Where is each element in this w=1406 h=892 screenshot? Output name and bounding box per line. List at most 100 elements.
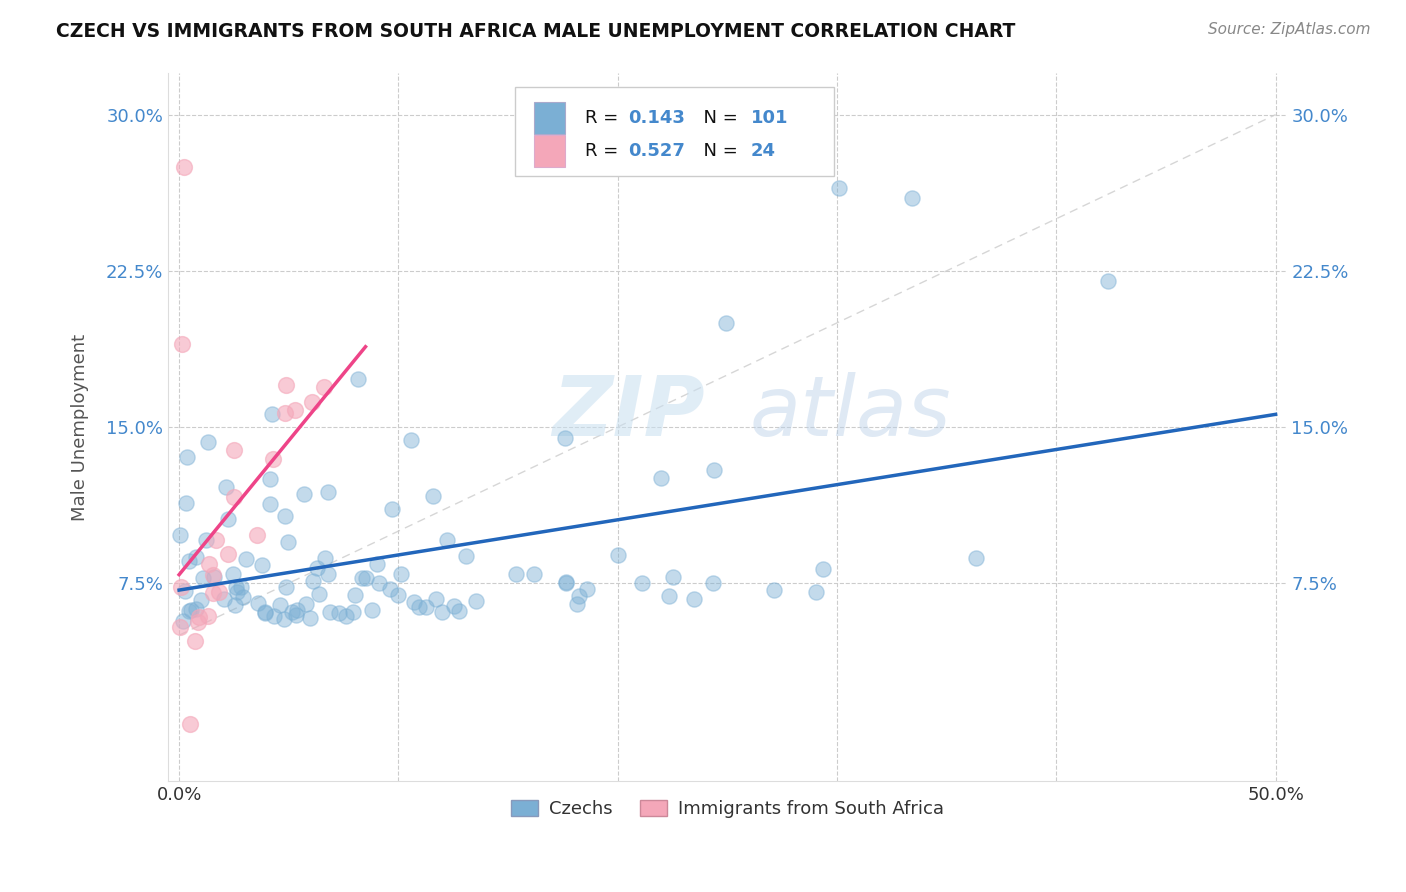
Text: 0.527: 0.527 <box>628 142 685 160</box>
Point <box>827 180 849 194</box>
Point <box>389 567 412 582</box>
Point <box>205 533 228 547</box>
Point <box>201 586 224 600</box>
Point <box>430 605 453 619</box>
Point <box>260 407 283 421</box>
Point <box>224 491 246 505</box>
Point <box>176 450 198 464</box>
Point <box>231 580 253 594</box>
Point <box>554 574 576 589</box>
Point <box>658 589 681 603</box>
Point <box>253 606 276 620</box>
Point <box>811 562 834 576</box>
Point <box>259 473 281 487</box>
Point <box>661 569 683 583</box>
Point <box>965 550 987 565</box>
Point <box>523 567 546 582</box>
Point <box>387 588 409 602</box>
Text: Source: ZipAtlas.com: Source: ZipAtlas.com <box>1208 22 1371 37</box>
Text: N =: N = <box>692 142 744 160</box>
Point <box>217 547 239 561</box>
Point <box>226 585 249 599</box>
Point <box>346 371 368 385</box>
Point <box>190 593 212 607</box>
Point <box>202 570 225 584</box>
Point <box>170 336 193 351</box>
Point <box>702 575 724 590</box>
Text: 101: 101 <box>751 109 789 127</box>
Point <box>308 587 330 601</box>
Point <box>305 561 328 575</box>
Point <box>285 603 308 617</box>
Point <box>232 590 254 604</box>
Text: 0.143: 0.143 <box>628 109 685 127</box>
Point <box>191 571 214 585</box>
Point <box>259 497 281 511</box>
Point <box>354 570 377 584</box>
Point <box>714 316 737 330</box>
Point <box>298 611 321 625</box>
Point <box>456 549 478 563</box>
Point <box>215 480 238 494</box>
Text: 24: 24 <box>751 142 776 160</box>
Point <box>335 608 357 623</box>
Point <box>404 595 426 609</box>
Point <box>222 443 245 458</box>
Point <box>443 599 465 613</box>
Point <box>194 533 217 547</box>
Point <box>350 571 373 585</box>
Point <box>263 609 285 624</box>
Point <box>184 633 207 648</box>
Point <box>197 608 219 623</box>
Point <box>222 567 245 582</box>
Point <box>262 452 284 467</box>
Point <box>292 487 315 501</box>
Point <box>901 191 924 205</box>
Point <box>235 552 257 566</box>
Point <box>703 463 725 477</box>
FancyBboxPatch shape <box>534 135 565 167</box>
Point <box>225 580 247 594</box>
Point <box>273 612 295 626</box>
Point <box>201 568 224 582</box>
Point <box>276 378 298 392</box>
Point <box>464 594 486 608</box>
Point <box>361 602 384 616</box>
Point <box>224 599 246 613</box>
Point <box>284 607 307 622</box>
Point <box>366 557 388 571</box>
Point <box>179 716 201 731</box>
Point <box>316 484 339 499</box>
FancyBboxPatch shape <box>534 102 565 134</box>
Point <box>269 598 291 612</box>
Point <box>415 599 437 614</box>
Point <box>399 433 422 447</box>
Point <box>186 549 208 564</box>
Point <box>381 502 404 516</box>
Point <box>316 566 339 581</box>
Point <box>301 395 323 409</box>
Point <box>328 606 350 620</box>
Point <box>274 406 297 420</box>
Point <box>319 605 342 619</box>
Point <box>368 575 391 590</box>
Point <box>169 528 191 542</box>
Text: atlas: atlas <box>749 372 952 453</box>
Y-axis label: Male Unemployment: Male Unemployment <box>72 334 89 521</box>
Point <box>505 567 527 582</box>
Point <box>630 575 652 590</box>
Point <box>217 512 239 526</box>
Point <box>343 588 366 602</box>
Point <box>174 496 197 510</box>
Text: R =: R = <box>585 142 624 160</box>
Point <box>277 535 299 549</box>
Point <box>606 549 628 563</box>
Point <box>180 603 202 617</box>
Point <box>187 610 209 624</box>
Point <box>422 489 444 503</box>
Point <box>173 583 195 598</box>
Point <box>169 620 191 634</box>
Point <box>212 591 235 606</box>
Point <box>682 591 704 606</box>
Point <box>650 471 672 485</box>
